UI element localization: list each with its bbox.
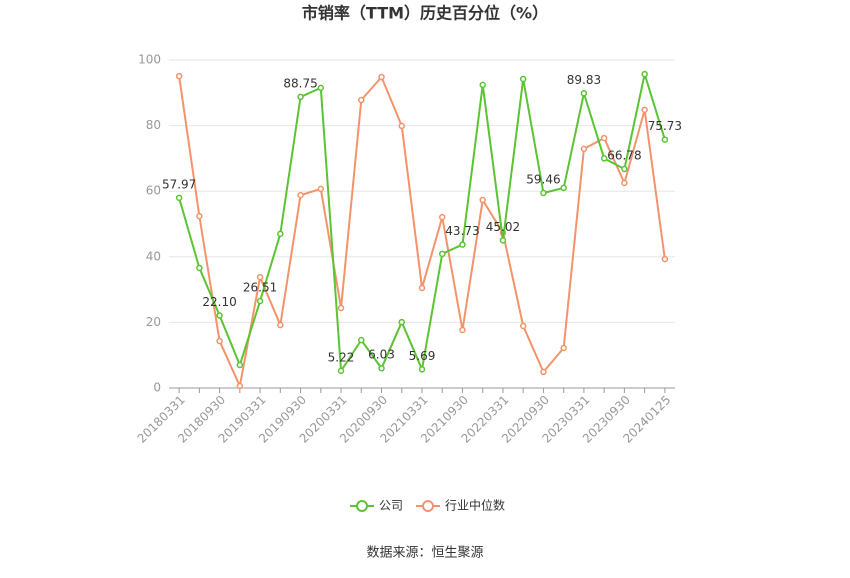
point — [277, 321, 284, 329]
point — [499, 237, 507, 244]
y-tick-label: 80 — [146, 118, 161, 132]
point — [641, 106, 648, 114]
point — [398, 318, 406, 326]
data-label: 75.73 — [648, 119, 682, 133]
point — [560, 184, 567, 192]
point — [378, 364, 385, 372]
point — [277, 230, 284, 238]
data-label: 5.69 — [409, 349, 436, 363]
data-label: 5.22 — [328, 350, 355, 364]
point — [661, 255, 669, 263]
point — [297, 191, 304, 199]
point — [479, 196, 486, 204]
point — [256, 297, 264, 305]
data-label: 66.78 — [607, 148, 641, 162]
data-label: 89.83 — [567, 73, 601, 87]
chart-title: 市销率（TTM）历史百分位（%） — [302, 4, 548, 23]
point — [196, 264, 203, 272]
point — [297, 93, 304, 101]
point — [540, 368, 547, 376]
y-tick-label: 100 — [138, 53, 161, 67]
point — [256, 273, 264, 281]
series-line — [178, 70, 666, 374]
legend-label: 公司 — [379, 499, 403, 513]
point — [196, 212, 203, 220]
legend-label: 行业中位数 — [445, 498, 505, 513]
point — [216, 337, 223, 345]
data-label: 59.46 — [526, 172, 560, 186]
source: 数据来源：恒生聚源 — [366, 546, 483, 561]
point — [459, 326, 466, 334]
point — [418, 366, 426, 373]
point — [540, 189, 547, 197]
data-label: 57.97 — [162, 177, 196, 191]
point — [641, 70, 648, 78]
point — [398, 122, 406, 130]
point — [337, 304, 345, 312]
point — [418, 284, 426, 292]
point — [560, 344, 567, 352]
y-tick-label: 0 — [153, 381, 161, 395]
data-label: 43.73 — [445, 224, 479, 238]
y-tick-label: 40 — [146, 249, 161, 263]
legend-marker — [422, 500, 434, 512]
point — [600, 155, 608, 162]
point — [580, 145, 588, 153]
point — [438, 213, 446, 221]
data-label: 6.03 — [368, 348, 395, 362]
data-label: 22.10 — [202, 295, 236, 309]
data-label: 45.02 — [486, 220, 520, 234]
point — [175, 72, 183, 80]
point — [621, 179, 628, 187]
point — [317, 84, 325, 92]
point — [519, 322, 527, 330]
point — [580, 90, 588, 97]
y-tick-label: 60 — [146, 184, 161, 198]
point — [519, 75, 527, 83]
point — [236, 361, 244, 369]
legend-marker — [356, 500, 368, 512]
point — [459, 241, 466, 248]
data-label: 26.51 — [243, 281, 277, 295]
point — [236, 382, 244, 390]
data-label: 88.75 — [283, 76, 317, 90]
point — [337, 367, 345, 375]
point — [479, 81, 486, 89]
point — [358, 96, 365, 104]
point — [317, 185, 325, 193]
point — [175, 194, 183, 202]
point — [216, 312, 223, 319]
point — [600, 134, 608, 142]
point — [378, 73, 385, 81]
point — [661, 136, 669, 143]
point — [438, 250, 446, 258]
point — [621, 165, 628, 173]
y-tick-label: 20 — [146, 315, 161, 329]
point — [358, 336, 365, 344]
